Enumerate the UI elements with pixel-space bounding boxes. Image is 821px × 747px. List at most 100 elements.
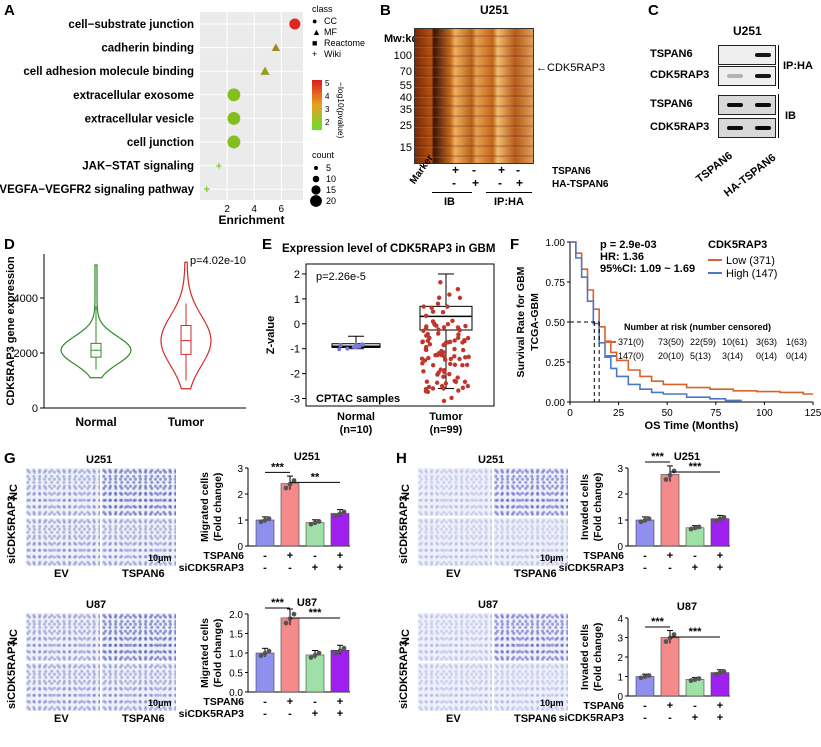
e-point [452, 362, 458, 367]
e-ytick-label: 1 [294, 294, 300, 306]
bar-point [721, 514, 727, 520]
bar-row2-sign: + [312, 562, 318, 574]
micro-col-label-ev: EV [446, 568, 461, 580]
bar [255, 519, 275, 547]
e-point [450, 318, 455, 324]
bar-row2-sign: - [263, 562, 267, 574]
a-legend-class-item: Reactome [324, 38, 365, 48]
a-legend-count-title: count [312, 150, 335, 160]
a-legend-class-symbol: ■ [312, 38, 317, 48]
bar-row2-sign: + [692, 712, 698, 724]
bar-point [642, 674, 648, 680]
micro-col-label-ev: EV [54, 713, 69, 725]
silver-stain-gel [414, 28, 534, 164]
blot-c-row-label: TSPAN6 [650, 48, 693, 60]
f-xtick-label: 25 [613, 408, 625, 419]
d-violin [160, 261, 212, 390]
a-term-label: cell−substrate junction [68, 19, 194, 31]
bar-point [717, 516, 723, 522]
blot-band [755, 53, 771, 57]
bar-row1-sign: + [287, 550, 293, 562]
micro-row-label-si: siCDK5RAP3 [6, 495, 18, 564]
sig-label: *** [271, 461, 285, 473]
e-point [460, 385, 466, 391]
panel-a-dot-plot: 2 4 6 cell−substrate junction cadherin bindi… [0, 4, 365, 227]
e-point [441, 398, 447, 404]
bar-row1-label: TSPAN6 [203, 550, 244, 562]
micro-row-label-si: siCDK5RAP3 [398, 495, 410, 564]
bar-point [638, 519, 644, 525]
bar-ytick-label: 0 [617, 542, 623, 553]
e-point [455, 325, 461, 330]
f-risk-cell: 20(10) [658, 351, 684, 361]
d-box [180, 325, 192, 355]
micro-col-label-ev: EV [446, 713, 461, 725]
e-point [455, 375, 460, 380]
bar-row1-label: TSPAN6 [583, 700, 624, 712]
bar [685, 527, 705, 547]
f-series-line [570, 241, 813, 395]
bar-point [667, 472, 673, 478]
f-ytick-label: 0.50 [546, 318, 566, 329]
bar-row1-sign: + [717, 700, 723, 712]
a-colorbar-tick: 5 [325, 79, 330, 88]
e-point [447, 292, 452, 297]
e-point [421, 304, 426, 309]
f-ytick-label: 1.00 [546, 238, 566, 249]
bar-ytick-label: 4 [617, 614, 623, 625]
e-point [463, 355, 468, 360]
bar-point [262, 650, 268, 656]
e-point [421, 369, 426, 374]
e-point [462, 338, 467, 343]
micro-col-label-tspan6: TSPAN6 [514, 713, 557, 725]
a-legend-class-symbol: ● [312, 16, 317, 26]
bar-point [638, 675, 644, 681]
e-point [345, 346, 350, 351]
e-point [436, 351, 441, 356]
blot-band [755, 126, 771, 130]
micro-row-label-si: siCDK5RAP3 [398, 640, 410, 709]
bar-ytick-label: 3 [237, 464, 243, 475]
f-ylabel-2: TCGA-GBM [529, 293, 541, 351]
bar-row1-sign: + [287, 696, 293, 708]
sig-label: *** [271, 597, 285, 609]
bar-point [688, 678, 694, 683]
bar-row2-sign: - [643, 712, 647, 724]
bar-point [713, 518, 719, 524]
a-legend-class-symbol: + [312, 49, 317, 59]
blot-c-row-label: CDK5RAP3 [650, 69, 710, 81]
bar-row1-sign: - [313, 696, 317, 708]
bar-row1-sign: - [263, 696, 267, 708]
e-point [420, 361, 425, 366]
bar-point [316, 650, 322, 656]
bar-point [337, 511, 343, 517]
e-point [436, 370, 441, 375]
d-pvalue: p=4.02e-10 [190, 255, 246, 267]
e-point [420, 339, 426, 344]
e-point [426, 384, 432, 390]
bar-ytick-label: 2 [617, 490, 623, 501]
bar-row1-sign: - [313, 550, 317, 562]
blot-b-row2-label: HA-TSPAN6 [552, 179, 609, 190]
e-point [442, 369, 447, 375]
micro-scale-bar: 10μm [148, 698, 172, 708]
bar-ytick-label: 0.5 [229, 669, 243, 680]
bar-row2-sign: + [337, 562, 343, 574]
blot-band [727, 74, 743, 78]
micrograph-tile [102, 613, 176, 661]
blot-c-bracket-ib [778, 94, 779, 138]
a-legend-count-item: 10 [326, 174, 336, 184]
f-xtick-label: 125 [805, 408, 821, 419]
bar-point [642, 517, 648, 523]
blot-c-strip [718, 66, 776, 86]
micrograph-tile [26, 613, 100, 661]
bar [255, 652, 275, 693]
panel-e-box-plot: Expression level of CDK5RAP3 in GBM 2 1 0 -1… [265, 243, 495, 436]
bar-ylabel-2: (Fold change) [212, 619, 224, 688]
d-ytick-label: 2000 [14, 348, 38, 360]
e-point [445, 322, 451, 327]
f-xtick-label: 0 [567, 408, 573, 419]
panel-label-f: F [510, 236, 520, 253]
e-point [455, 286, 461, 292]
blot-b-row2-sign: - [452, 176, 456, 190]
